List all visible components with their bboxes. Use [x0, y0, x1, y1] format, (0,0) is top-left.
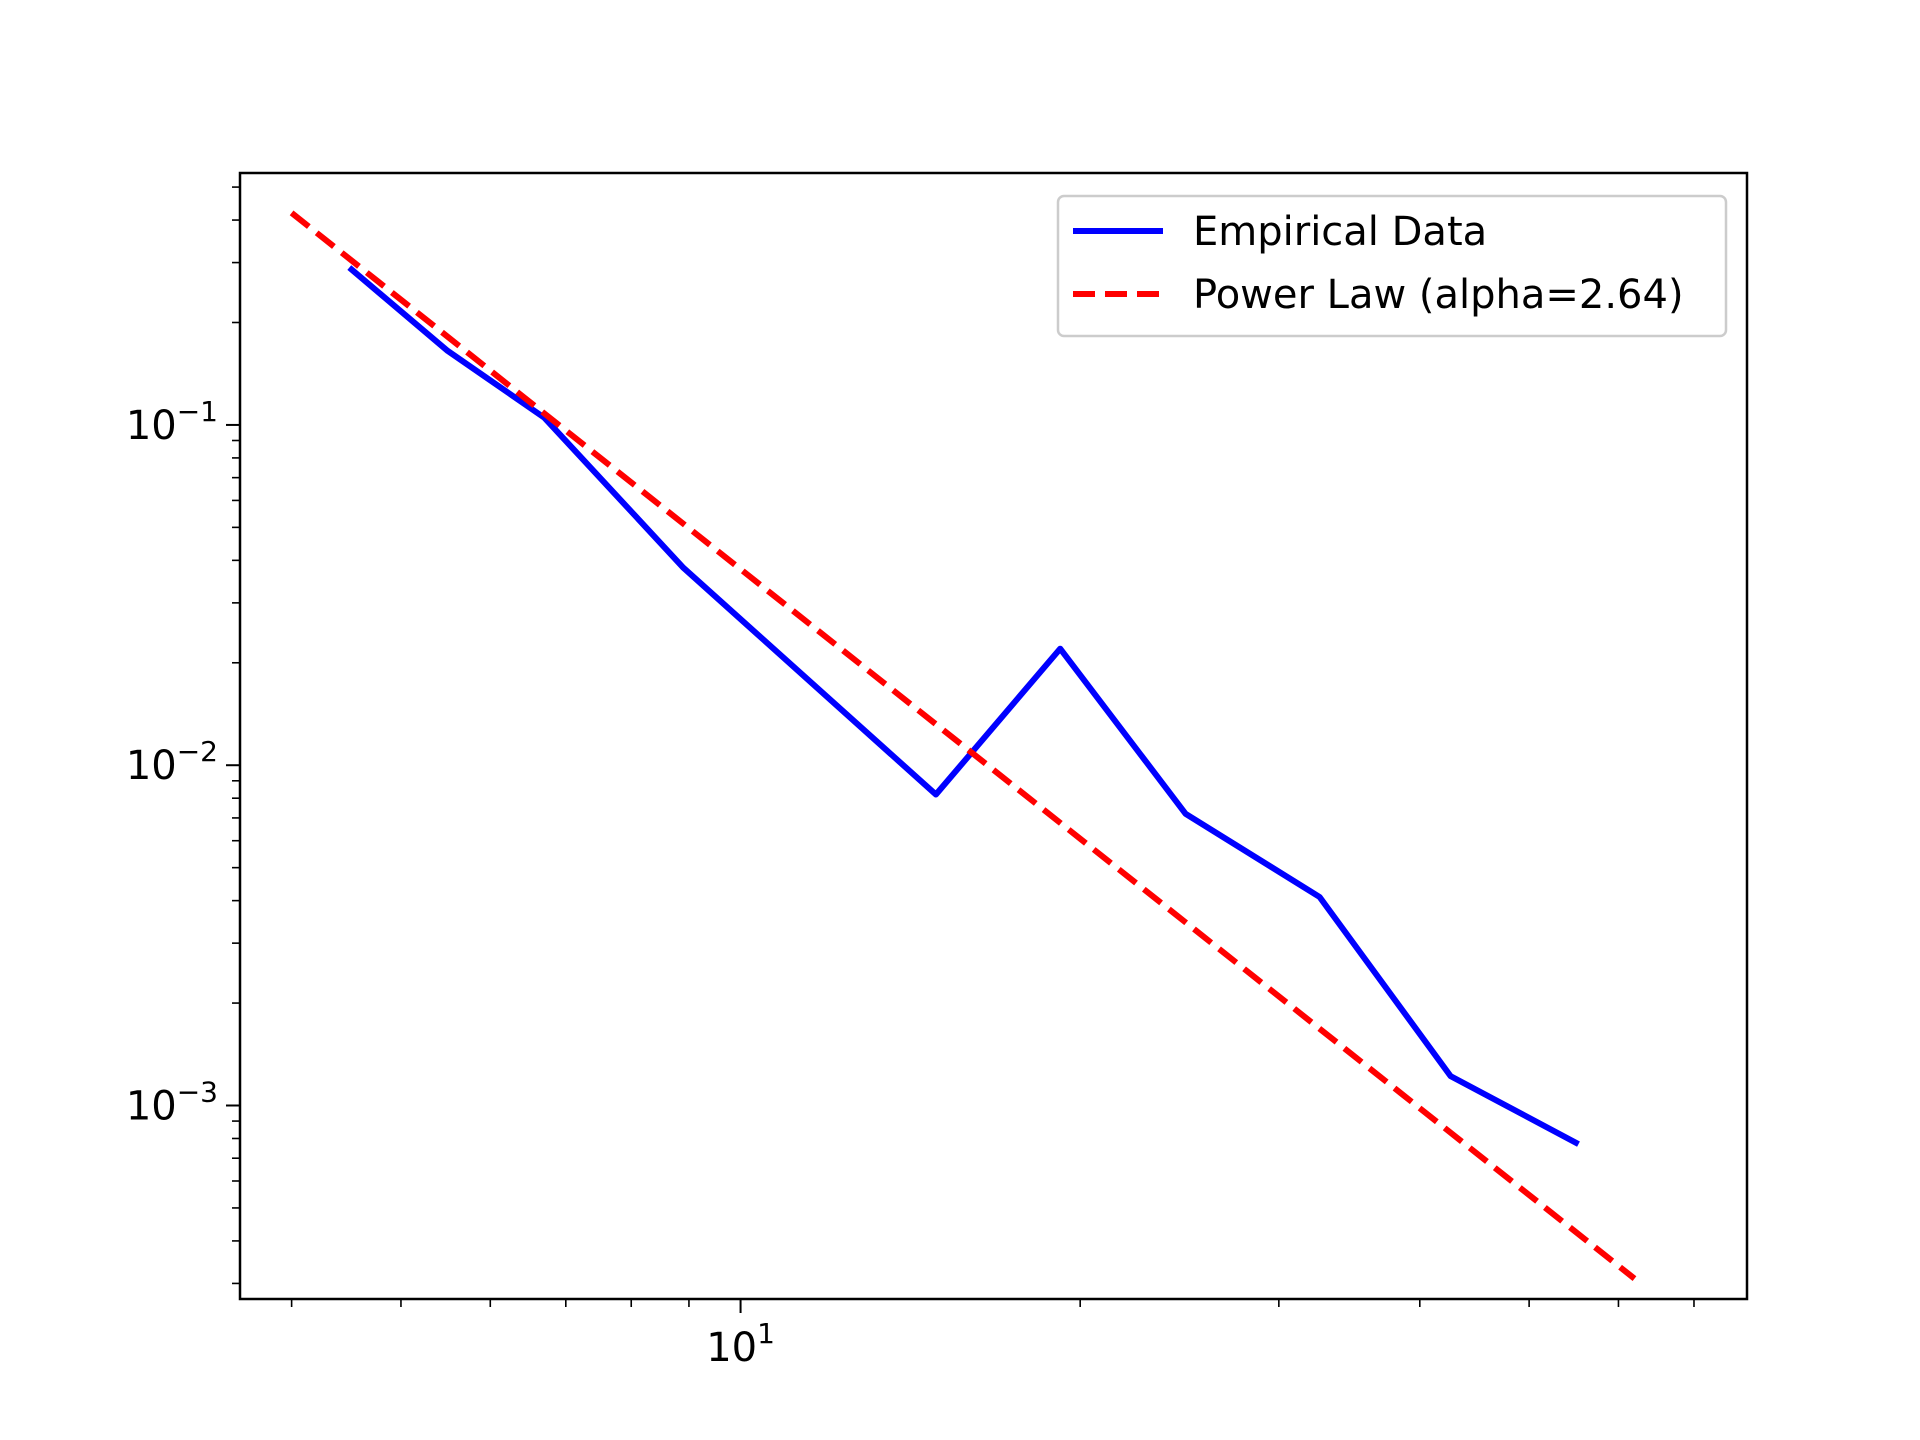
plot-frame: [238, 171, 1749, 1301]
legend-box: [1056, 194, 1728, 338]
legend-label: Empirical Data: [1193, 209, 1487, 255]
series-layer: [289, 210, 1637, 1281]
x-tick-label: 101: [706, 1317, 775, 1371]
power-law-fit-line: [289, 210, 1637, 1281]
y-tick-label: 10−1: [126, 395, 218, 449]
y-tick-label: 10−2: [126, 735, 218, 789]
axis-layer: 101 10−1 10−2 10−3: [126, 186, 1695, 1371]
plot-area: [240, 173, 1747, 1299]
legend: Empirical Data Power Law (alpha=2.64): [1056, 194, 1728, 338]
empirical-data-line: [347, 265, 1580, 1147]
legend-label: Power Law (alpha=2.64): [1193, 272, 1684, 318]
y-tick-label: 10−3: [126, 1076, 218, 1130]
